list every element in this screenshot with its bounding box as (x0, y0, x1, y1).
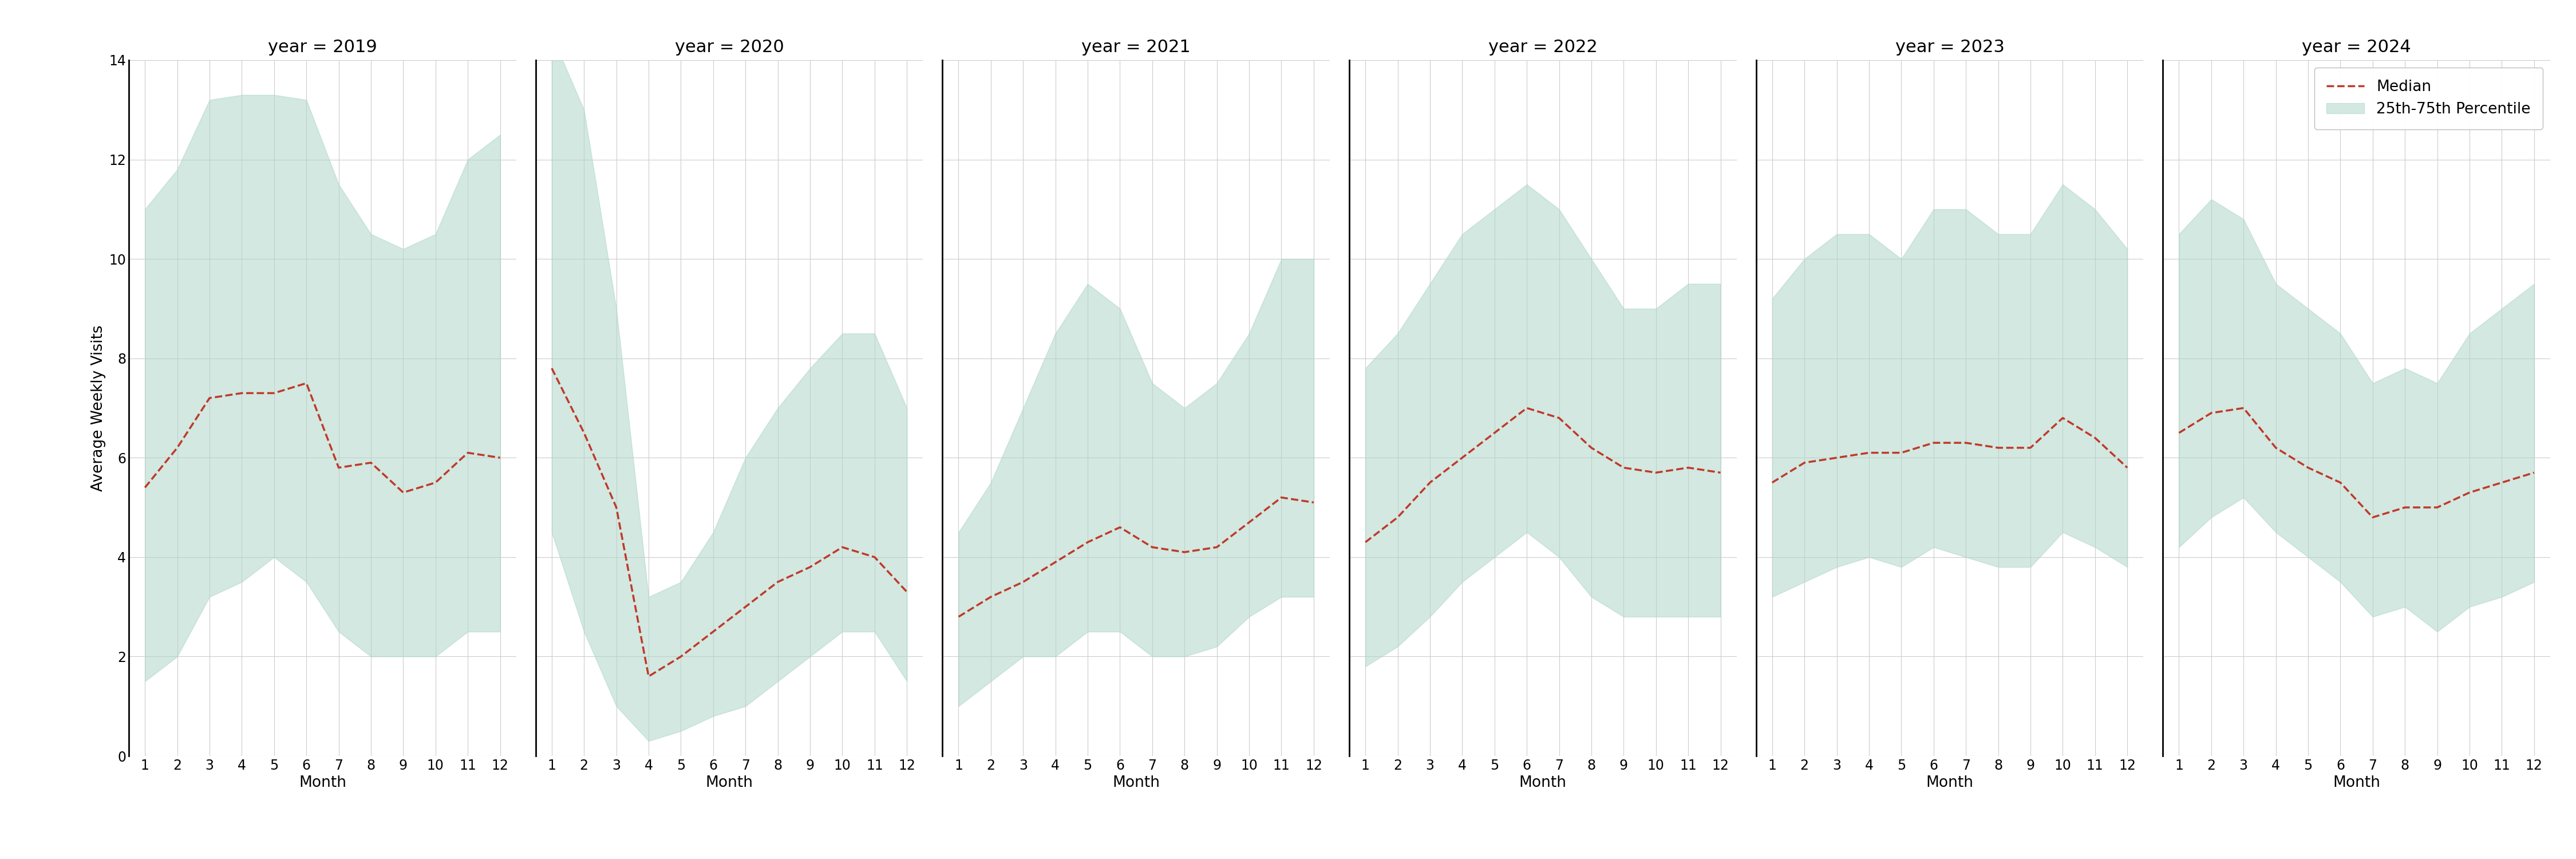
Median (1414, 478, 1445, 488)
Median (1041, 557, 1072, 567)
Median (1512, 403, 1543, 413)
Median (291, 378, 322, 388)
Median (1543, 413, 1574, 423)
Median (1448, 453, 1479, 463)
Median (484, 453, 515, 463)
Median (258, 388, 289, 399)
Median (2112, 462, 2143, 472)
Median (729, 601, 760, 612)
Median (2228, 403, 2259, 413)
Title: year = 2020: year = 2020 (675, 39, 783, 56)
Median (569, 428, 600, 438)
Median (698, 626, 729, 637)
Median (1234, 517, 1265, 527)
Median (2357, 512, 2388, 522)
Median (2326, 478, 2357, 488)
X-axis label: Month: Month (1927, 776, 1973, 790)
Median (1919, 438, 1950, 448)
Median (1200, 542, 1231, 552)
Median (2486, 478, 2517, 488)
Median (665, 651, 696, 661)
Title: year = 2024: year = 2024 (2303, 39, 2411, 56)
Median (1705, 467, 1736, 478)
Line: Median: Median (144, 383, 500, 492)
X-axis label: Month: Month (706, 776, 752, 790)
Median (891, 587, 922, 597)
Median (1821, 453, 1852, 463)
Median (389, 487, 420, 497)
Median (2195, 408, 2226, 418)
X-axis label: Month: Month (299, 776, 345, 790)
Median (2455, 487, 2486, 497)
Median (1072, 537, 1103, 547)
Median (2519, 467, 2550, 478)
Line: Median: Median (2179, 408, 2535, 517)
Median (1383, 512, 1414, 522)
Median (162, 442, 193, 453)
Median (2164, 428, 2195, 438)
Median (2079, 433, 2110, 443)
X-axis label: Month: Month (1113, 776, 1159, 790)
Median (2421, 503, 2452, 513)
Title: year = 2021: year = 2021 (1082, 39, 1190, 56)
Median (827, 542, 858, 552)
Median (1788, 458, 1819, 468)
Median (453, 448, 484, 458)
Median (420, 478, 451, 488)
Y-axis label: Average Weekly Visits: Average Weekly Visits (90, 325, 106, 491)
Median (762, 577, 793, 588)
Line: Median: Median (1772, 418, 2128, 483)
Title: year = 2023: year = 2023 (1896, 39, 2004, 56)
Median (2048, 413, 2079, 423)
Median (1984, 442, 2014, 453)
Median (536, 363, 567, 374)
Median (1350, 537, 1381, 547)
X-axis label: Month: Month (2334, 776, 2380, 790)
Median (129, 483, 160, 493)
Line: Median: Median (551, 369, 907, 676)
Median (322, 462, 353, 472)
Median (1007, 577, 1038, 588)
Median (1170, 547, 1200, 557)
Line: Median: Median (958, 497, 1314, 617)
Median (355, 458, 386, 468)
X-axis label: Month: Month (1520, 776, 1566, 790)
Line: Median: Median (1365, 408, 1721, 542)
Median (793, 562, 824, 572)
Median (943, 612, 974, 622)
Median (976, 592, 1007, 602)
Median (1607, 462, 1638, 472)
Median (227, 388, 258, 399)
Median (860, 552, 891, 563)
Median (1105, 522, 1136, 533)
Median (1265, 492, 1296, 503)
Median (1886, 448, 1917, 458)
Median (1757, 478, 1788, 488)
Median (2014, 442, 2045, 453)
Median (2293, 462, 2324, 472)
Median (1672, 462, 1703, 472)
Title: year = 2022: year = 2022 (1489, 39, 1597, 56)
Median (1855, 448, 1886, 458)
Median (1136, 542, 1167, 552)
Title: year = 2019: year = 2019 (268, 39, 376, 56)
Median (634, 671, 665, 681)
Median (2391, 503, 2421, 513)
Median (600, 503, 631, 513)
Median (193, 393, 224, 403)
Median (1641, 467, 1672, 478)
Median (1298, 497, 1329, 508)
Median (1577, 442, 1607, 453)
Median (2259, 442, 2290, 453)
Legend: Median, 25th-75th Percentile: Median, 25th-75th Percentile (2313, 68, 2543, 129)
Median (1950, 438, 1981, 448)
Median (1479, 428, 1510, 438)
